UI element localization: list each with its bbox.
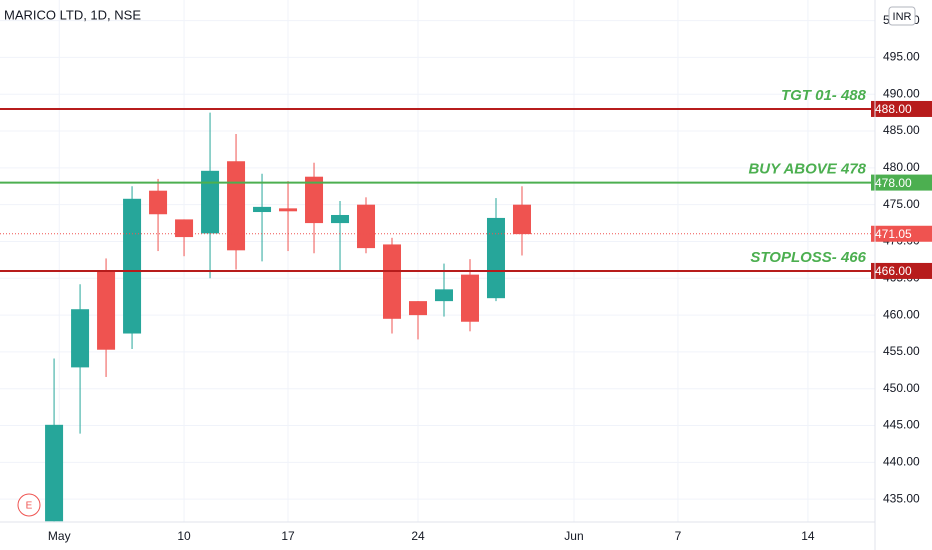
candle-body (123, 198, 142, 334)
level-annotation: STOPLOSS- 466 (750, 249, 866, 266)
x-tick-label: 24 (411, 529, 425, 543)
marks (45, 112, 531, 522)
y-tick-label: 455.00 (883, 344, 920, 358)
y-tick-label: 490.00 (883, 86, 920, 100)
level-annotation: BUY ABOVE 478 (748, 161, 866, 178)
candle-body (149, 190, 168, 215)
candle-body (45, 424, 64, 522)
overlay: 435.00440.00445.00450.00455.00460.00465.… (0, 6, 932, 543)
candle-body (71, 309, 90, 368)
currency-badge (888, 6, 916, 26)
candle-body (434, 289, 453, 302)
x-tick-label: May (48, 529, 71, 543)
candle-body (253, 206, 272, 213)
y-tick-label: 460.00 (883, 307, 920, 321)
price-tag-label: 478.00 (875, 176, 912, 190)
y-tick-label: 485.00 (883, 123, 920, 137)
event-marker[interactable] (17, 493, 41, 517)
x-tick-label: 7 (675, 529, 682, 543)
candle-body (460, 274, 479, 322)
level-annotation: TGT 01- 488 (781, 87, 867, 104)
event-marker-label: E (26, 501, 33, 512)
y-tick-label: 445.00 (883, 418, 920, 432)
candle-body (383, 244, 402, 319)
candle-body (175, 219, 194, 238)
x-tick-label: Jun (564, 529, 583, 543)
y-tick-label: 495.00 (883, 50, 920, 64)
candle-body (97, 271, 116, 350)
y-tick-label: 480.00 (883, 160, 920, 174)
price-tag (871, 174, 932, 191)
price-tag-label: 471.05 (875, 227, 912, 241)
candle-body (409, 301, 428, 316)
x-tick-label: 14 (801, 529, 815, 543)
y-tick-label: 435.00 (883, 491, 920, 505)
y-tick-label: 450.00 (883, 381, 920, 395)
grid (0, 0, 875, 522)
price-tag (871, 100, 932, 117)
price-tag (871, 225, 932, 242)
candle-body (227, 161, 246, 251)
price-tag-label: 488.00 (875, 102, 912, 116)
chart-title: MARICO LTD, 1D, NSE (4, 7, 141, 22)
candle-body (486, 217, 505, 299)
x-tick-label: 17 (281, 529, 295, 543)
y-tick-label: 440.00 (883, 455, 920, 469)
price-tag (871, 262, 932, 279)
x-tick-label: 10 (177, 529, 191, 543)
candle-body (357, 204, 376, 249)
candle-body (201, 170, 220, 234)
candle-body (279, 208, 298, 212)
candle-body (305, 176, 324, 224)
y-tick-label: 475.00 (883, 197, 920, 211)
currency-label: INR (893, 11, 912, 23)
price-tag-label: 466.00 (875, 264, 912, 278)
candle-body (331, 214, 350, 224)
candle-body (512, 204, 531, 235)
